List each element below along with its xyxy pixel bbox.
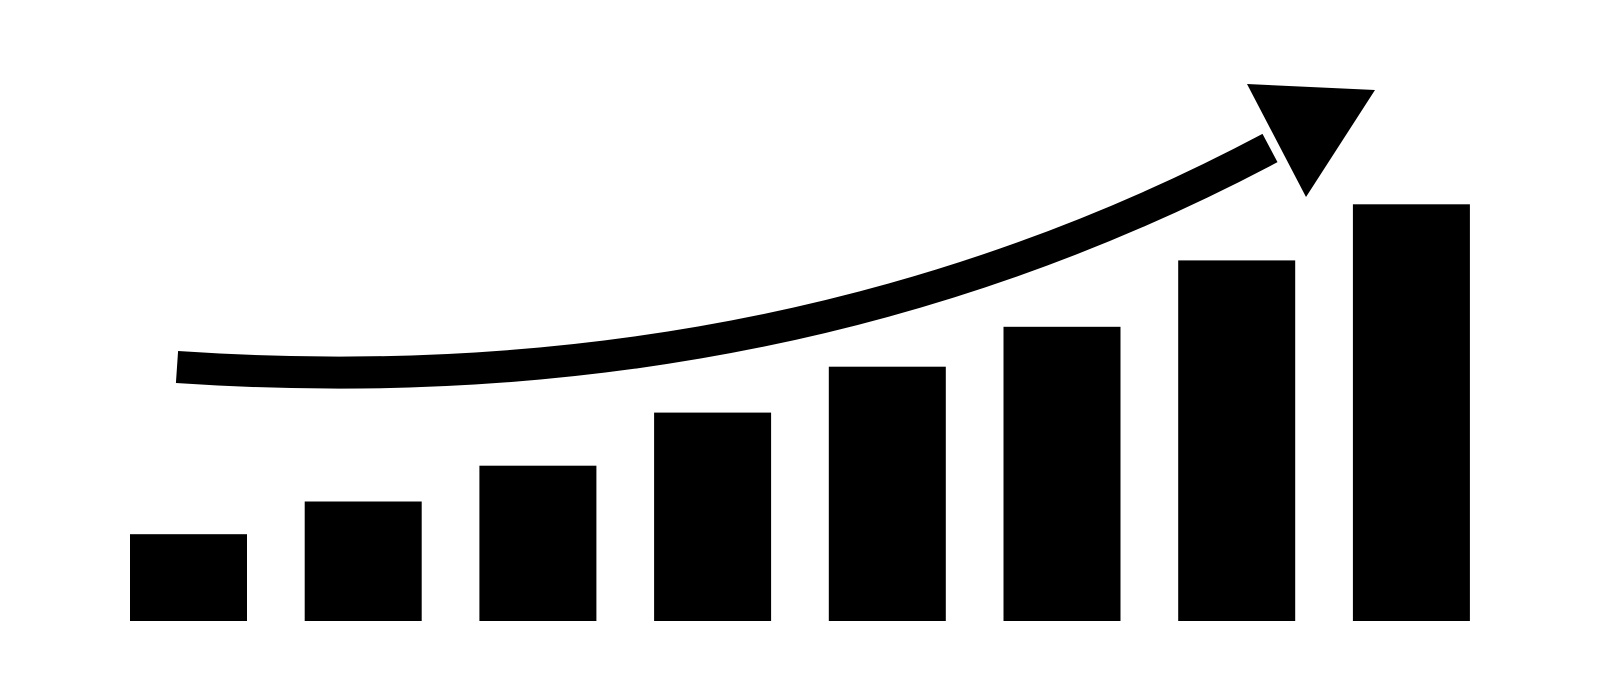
bars-group bbox=[130, 204, 1470, 622]
bar-6 bbox=[1003, 326, 1121, 621]
trend-arrow-head bbox=[1247, 84, 1375, 197]
bar-8 bbox=[1352, 204, 1470, 622]
trend-arrow-curve bbox=[175, 133, 1278, 389]
bar-3 bbox=[479, 465, 597, 621]
trend-arrow bbox=[175, 84, 1375, 389]
bar-4 bbox=[654, 412, 772, 621]
bar-1 bbox=[130, 534, 247, 621]
bar-7 bbox=[1178, 260, 1296, 621]
bar-5 bbox=[828, 366, 946, 621]
bar-2 bbox=[304, 501, 422, 621]
